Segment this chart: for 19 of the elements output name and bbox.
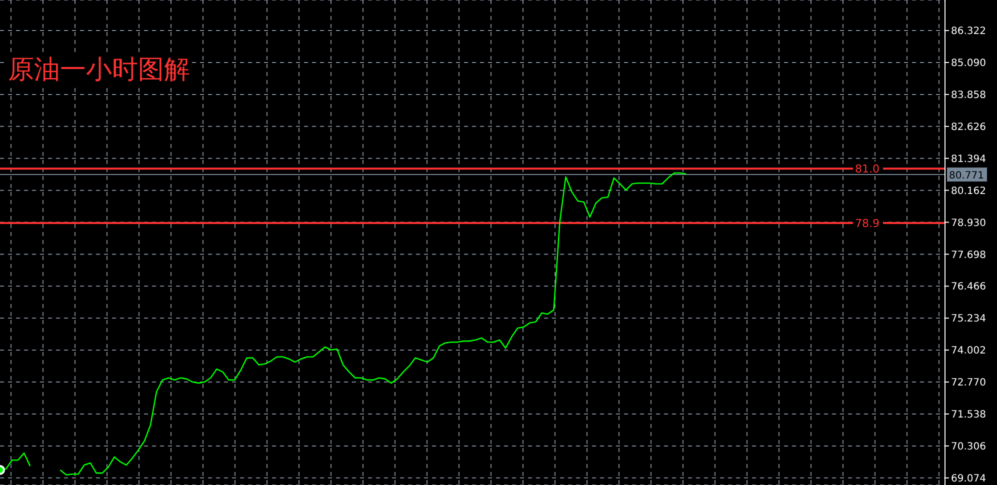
y-tick-label: 77.698 [951, 250, 986, 261]
y-tick-label: 85.090 [951, 58, 986, 70]
y-tick-label: 74.002 [951, 346, 986, 357]
y-tick-label: 76.466 [951, 282, 986, 293]
y-tick-label: 69.074 [951, 473, 986, 484]
y-tick-label: 75.234 [951, 314, 986, 325]
y-tick-label: 83.858 [951, 90, 986, 102]
y-tick-label: 86.322 [951, 26, 986, 38]
ref-line-label: 78.9 [855, 217, 880, 230]
ref-line-label: 80.771 [949, 170, 984, 182]
y-tick-label: 71.538 [951, 410, 986, 421]
ref-line-label: 81.0 [855, 162, 880, 176]
y-tick-label: 72.770 [951, 378, 986, 389]
y-tick-label: 70.306 [951, 441, 986, 452]
y-tick-label: 81.394 [951, 154, 986, 165]
y-tick-label: 78.930 [951, 218, 986, 229]
y-tick-label: 80.162 [951, 186, 986, 197]
y-tick-label: 82.626 [951, 122, 986, 133]
text: 原油一小时图解 [8, 52, 190, 87]
